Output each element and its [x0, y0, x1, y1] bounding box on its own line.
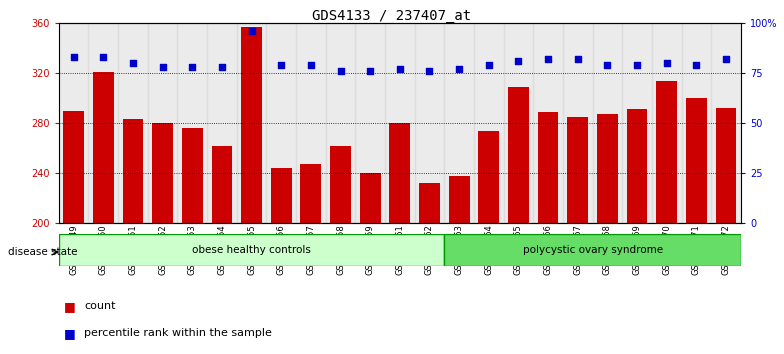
Point — [572, 56, 584, 62]
Bar — [355, 23, 385, 223]
Text: polycystic ovary syndrome: polycystic ovary syndrome — [523, 245, 662, 255]
Point — [186, 64, 198, 70]
Bar — [597, 114, 618, 354]
Point — [482, 62, 495, 68]
Bar — [390, 123, 410, 354]
Point — [720, 56, 732, 62]
Text: GDS4133 / 237407_at: GDS4133 / 237407_at — [313, 9, 471, 23]
Text: ■: ■ — [64, 300, 76, 313]
Point — [334, 68, 347, 74]
Point — [690, 62, 702, 68]
Point — [453, 66, 466, 72]
Bar — [563, 23, 593, 223]
Bar — [503, 23, 533, 223]
Point — [660, 60, 673, 66]
Bar — [270, 168, 292, 354]
Bar — [296, 23, 325, 223]
Text: obese healthy controls: obese healthy controls — [192, 245, 311, 255]
Bar — [207, 23, 237, 223]
Point — [97, 54, 110, 60]
Bar — [147, 23, 177, 223]
Bar — [89, 23, 118, 223]
Point — [542, 56, 554, 62]
Bar — [267, 23, 296, 223]
Bar — [478, 131, 499, 354]
Bar — [59, 234, 445, 266]
Point — [156, 64, 169, 70]
Point — [305, 62, 318, 68]
Bar — [448, 176, 470, 354]
Bar — [445, 234, 741, 266]
Text: disease state: disease state — [8, 247, 78, 257]
Bar — [118, 23, 147, 223]
Text: ■: ■ — [64, 327, 76, 340]
Bar — [241, 27, 262, 354]
Point — [67, 54, 80, 60]
Point — [275, 62, 288, 68]
Bar — [419, 183, 440, 354]
Bar — [330, 145, 351, 354]
Bar — [360, 173, 380, 354]
Bar — [716, 108, 736, 354]
Bar — [182, 128, 202, 354]
Bar — [686, 98, 706, 354]
Bar — [508, 87, 529, 354]
Bar — [626, 109, 648, 354]
Bar — [385, 23, 415, 223]
Point — [631, 62, 644, 68]
Bar — [237, 23, 267, 223]
Bar — [622, 23, 652, 223]
Bar — [93, 72, 114, 354]
Bar — [568, 117, 588, 354]
Bar — [656, 80, 677, 354]
Bar — [538, 112, 558, 354]
Bar — [300, 164, 321, 354]
Bar — [681, 23, 711, 223]
Point — [423, 68, 436, 74]
Point — [394, 66, 406, 72]
Point — [127, 60, 140, 66]
Point — [245, 28, 258, 34]
Text: percentile rank within the sample: percentile rank within the sample — [84, 329, 272, 338]
Bar — [59, 23, 89, 223]
Bar — [122, 119, 143, 354]
Bar — [652, 23, 681, 223]
Bar — [711, 23, 741, 223]
Bar — [533, 23, 563, 223]
Bar — [593, 23, 622, 223]
Point — [364, 68, 376, 74]
Bar — [415, 23, 445, 223]
Bar — [474, 23, 503, 223]
Bar — [445, 23, 474, 223]
Text: count: count — [84, 301, 115, 311]
Point — [216, 64, 228, 70]
Bar — [177, 23, 207, 223]
Point — [512, 58, 524, 64]
Point — [601, 62, 614, 68]
Bar — [325, 23, 355, 223]
Bar — [212, 145, 232, 354]
Bar — [64, 110, 84, 354]
Bar — [152, 123, 173, 354]
